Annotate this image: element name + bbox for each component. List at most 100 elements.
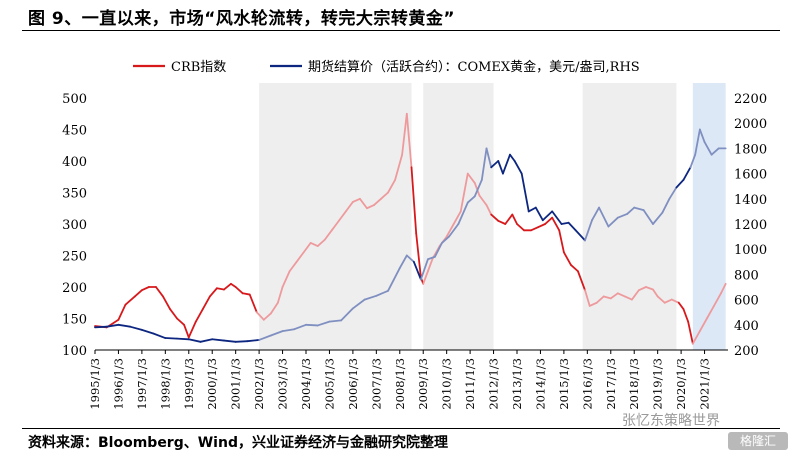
series-segment-gold	[223, 339, 237, 343]
series-segment-crb	[187, 320, 197, 339]
series-segment-gold	[616, 213, 629, 219]
legend-label: 期货结算价（活跃合约）：COMEX黄金，美元/盎司,RHS	[308, 59, 640, 75]
series-segment-gold	[375, 289, 389, 297]
legend: CRB指数 期货结算价（活跃合约）：COMEX黄金，美元/盎司,RHS	[133, 59, 640, 75]
source-divider	[22, 428, 780, 429]
y-tick-label: 200	[62, 281, 87, 296]
series-segment-gold	[140, 328, 155, 335]
series-segment-crb	[380, 191, 389, 200]
series-segment-gold	[497, 160, 504, 175]
series-segment-crb	[415, 232, 422, 279]
series-segment-gold	[187, 338, 202, 343]
series-segment-gold	[607, 216, 619, 228]
series-segment-crb	[638, 286, 647, 292]
series-segment-crb	[295, 251, 305, 263]
y-tick-label: 500	[62, 92, 87, 107]
x-tick-label: 1996/1/3	[111, 358, 125, 410]
series-segment-crb	[698, 317, 708, 333]
series-segment-crb	[410, 166, 418, 235]
series-segment-gold	[351, 298, 366, 310]
shaded-period	[259, 83, 412, 350]
series-segment-crb	[497, 219, 507, 225]
series-segment-crb	[155, 286, 164, 298]
y-tick-label: 150	[62, 313, 87, 328]
series-segment-gold	[176, 337, 190, 341]
series-segment-gold	[598, 206, 610, 228]
series-segment-gold	[652, 211, 664, 225]
series-segment-crb	[302, 241, 312, 254]
series-segment-gold	[689, 153, 697, 169]
x-tick-label: 2007/1/3	[369, 358, 383, 410]
series-segment-crb	[530, 226, 539, 232]
x-tick-label: 2000/1/3	[205, 358, 219, 410]
series-segment-crb	[194, 308, 204, 323]
series-segment-crb	[691, 330, 701, 345]
series-segment-gold	[363, 294, 378, 301]
series-segment-crb	[466, 172, 476, 184]
series-segment-gold	[682, 166, 692, 181]
series-segment-crb	[623, 295, 633, 301]
series-segment-crb	[562, 251, 572, 266]
series-segment-gold	[527, 206, 537, 213]
series-segment-gold	[520, 172, 530, 213]
y-right-tick-label: 400	[734, 319, 759, 334]
y-right-tick-label: 1400	[734, 193, 767, 208]
series-segment-crb	[516, 223, 525, 232]
series-segment-gold	[703, 141, 713, 156]
series-segment-crb	[551, 216, 561, 232]
y-tick-label: 400	[62, 155, 87, 170]
y-right-tick-label: 1200	[734, 218, 767, 233]
x-tick-label: 2006/1/3	[346, 358, 360, 410]
series-segment-crb	[427, 257, 434, 273]
series-segment-gold	[129, 325, 143, 331]
x-tick-label: 1995/1/3	[88, 358, 102, 410]
series-segment-gold	[94, 325, 108, 329]
series-segment-crb	[316, 238, 326, 247]
series-segment-crb	[602, 295, 612, 300]
series-segment-crb	[682, 308, 690, 323]
series-segment-crb	[255, 311, 265, 321]
series-segment-crb	[706, 304, 715, 320]
y-right-tick-label: 200	[734, 344, 759, 359]
y-right-tick-label: 1000	[734, 243, 767, 258]
series-segment-crb	[422, 270, 429, 285]
series-segment-gold	[633, 206, 645, 212]
series-segment-crb	[337, 210, 347, 222]
x-tick-label: 1998/1/3	[158, 358, 172, 410]
series-segment-gold	[387, 267, 401, 292]
series-segment-crb	[490, 213, 500, 222]
series-segment-crb	[373, 197, 382, 207]
series-segment-crb	[140, 286, 150, 292]
x-tick-label: 2018/1/3	[627, 358, 641, 410]
series-segment-crb	[609, 292, 619, 300]
x-tick-label: 2005/1/3	[322, 358, 336, 410]
series-segment-crb	[208, 287, 218, 298]
series-segment-crb	[387, 178, 396, 194]
series-segment-crb	[401, 112, 408, 156]
x-tick-label: 2009/1/3	[416, 358, 430, 410]
series-segment-crb	[288, 260, 298, 273]
series-segment-gold	[340, 307, 354, 322]
series-segment-crb	[405, 112, 413, 169]
series-segment-crb	[216, 287, 225, 291]
shaded-period	[582, 83, 677, 350]
series-segment-gold	[694, 128, 701, 156]
series-segment-gold	[105, 323, 120, 328]
series-segment-crb	[478, 194, 488, 207]
y-tick-label: 100	[62, 344, 87, 359]
series-segment-gold	[661, 197, 671, 214]
series-segment-gold	[117, 323, 132, 328]
x-tick-label: 2011/1/3	[463, 358, 477, 410]
series-segment-gold	[412, 260, 422, 281]
series-segment-gold	[560, 221, 570, 225]
x-tick-label: 2017/1/3	[604, 358, 618, 410]
series-segment-crb	[330, 219, 340, 232]
series-segment-gold	[591, 206, 600, 222]
y-right-tick-label: 800	[734, 268, 759, 283]
series-segment-crb	[713, 292, 722, 307]
series-segment-gold	[584, 219, 593, 242]
series-segment-crb	[485, 204, 493, 216]
series-segment-gold	[710, 147, 720, 156]
series-segment-gold	[448, 223, 460, 238]
